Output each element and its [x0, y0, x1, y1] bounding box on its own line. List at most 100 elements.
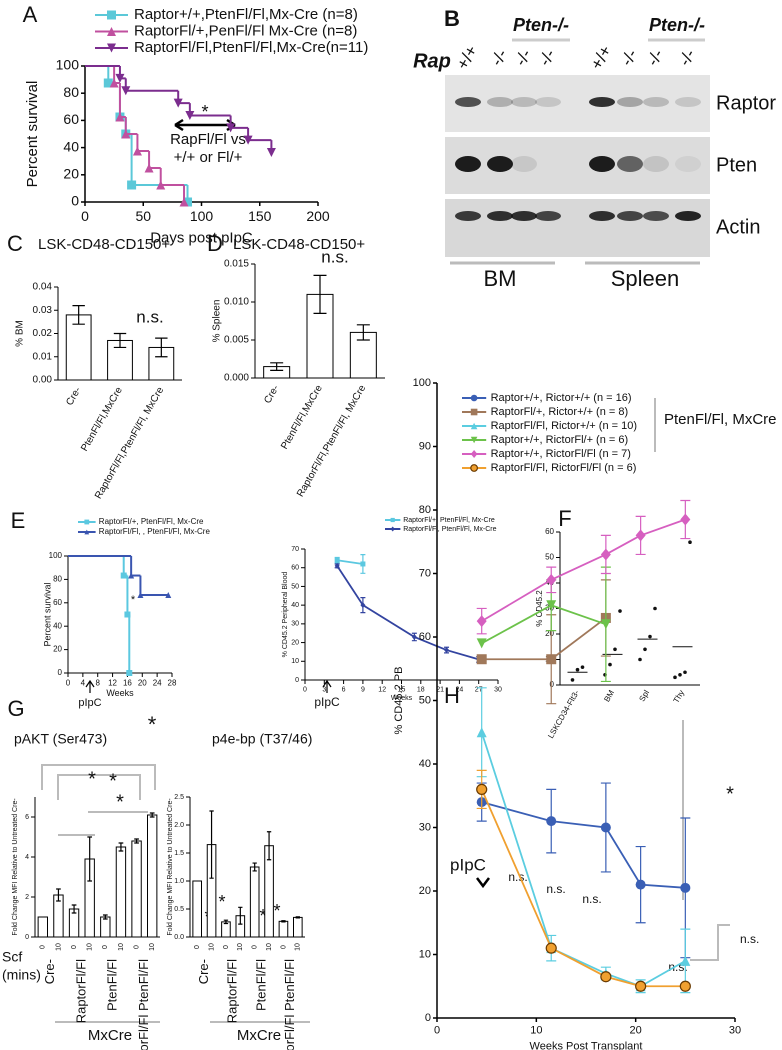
marker: [179, 197, 189, 207]
marker: [120, 572, 127, 579]
x-tick-label: 10: [149, 943, 156, 951]
bar: [131, 840, 142, 938]
y-tick-label: 0: [295, 677, 299, 684]
x-tick-label: 0: [194, 945, 201, 949]
y-axis-label: % CD45.2 PB: [393, 667, 405, 735]
x-tick-label: 16: [123, 679, 132, 688]
blot-band: [617, 156, 643, 172]
y-tick-label: 0.02: [33, 328, 53, 339]
error-bar: [238, 906, 243, 925]
error-bar: [102, 914, 108, 920]
group-label: RaptorFl/Fl: [73, 959, 88, 1023]
y-tick-label: 40: [63, 138, 79, 154]
x-tick-label: 0: [280, 945, 287, 949]
legend-label: RaptorFl/+, PtenFl/Fl, Mx-Cre: [403, 517, 495, 524]
annotation: n.s.: [740, 932, 759, 946]
x-tick-label: 18: [417, 686, 425, 693]
brackets: [41, 398, 730, 1023]
marker: [183, 197, 193, 207]
y-tick-label: 0.01: [33, 351, 53, 362]
arrow: [174, 118, 236, 132]
chart-title: LSK-CD48-CD150+: [233, 236, 365, 253]
chart-title: p4e-bp (T37/46): [212, 731, 312, 747]
x-tick-label: 0: [223, 945, 230, 949]
annotation: *: [201, 102, 208, 122]
y-tick-label: 20: [291, 639, 299, 646]
bar: [100, 916, 111, 938]
legend-label: RaptorFl/Fl, PtenFl/Fl, Mx-Cre: [403, 526, 496, 533]
marker: [165, 591, 172, 598]
y-tick-label: 80: [63, 84, 79, 100]
point: [673, 675, 677, 680]
blot-band: [511, 156, 537, 172]
bar: [37, 916, 48, 938]
y-tick-label: 0: [58, 668, 63, 677]
error-bar: [149, 812, 155, 818]
blot-band: [487, 97, 513, 107]
blot-band: [455, 211, 481, 221]
error-bar: [313, 274, 327, 314]
x-tick-label: 10: [118, 943, 125, 951]
y-tick-label: 40: [53, 621, 62, 630]
x-tick-label: RaptorFl/Fl,PtenFl/Fl, MxCre: [93, 385, 166, 501]
annotation: RapFl/Fl vs: [170, 131, 246, 148]
annotation: *: [116, 791, 124, 813]
annotation: n.s.: [582, 892, 601, 906]
y-tick-label: 50: [291, 583, 299, 590]
error-bar: [87, 836, 93, 882]
y-tick-label: 60: [53, 598, 62, 607]
error-bar: [252, 862, 257, 872]
blot-row: [445, 199, 710, 257]
x-tick-label: 10: [87, 943, 94, 951]
y-tick-label: 2.0: [174, 822, 184, 829]
x-tick-label: 0: [133, 945, 140, 949]
annotation: pIpC: [314, 695, 340, 709]
annotation: +/+ or Fl/+: [174, 149, 243, 166]
marker: [243, 135, 253, 145]
row-label: (mins): [2, 967, 41, 983]
y-axis-label: % BM: [15, 320, 26, 347]
y-tick-label: 0: [71, 193, 79, 209]
legend-label: Raptor+/+,PtenFl/Fl,Mx-Cre (n=8): [134, 6, 358, 23]
y-tick-label: 60: [291, 565, 299, 572]
y-tick-label: 40: [291, 602, 299, 609]
panel-label: A: [23, 2, 38, 27]
x-tick-label: 9: [361, 686, 365, 693]
annotation: *: [259, 906, 266, 926]
arrow: [85, 679, 95, 693]
bar: [147, 814, 158, 938]
legend-label: RaptorFl/Fl, RictorFl/Fl (n = 6): [491, 462, 637, 474]
point: [648, 634, 652, 639]
marker: [126, 670, 133, 676]
blot-band: [643, 97, 669, 107]
point: [688, 540, 692, 544]
blot-band: [535, 97, 561, 107]
blot-band: [589, 156, 615, 172]
blot-row: [445, 75, 710, 132]
x-tick-label: PtenFl/Fl,MxCre: [79, 385, 125, 453]
blot-row: [445, 137, 710, 194]
group-label: MxCre: [237, 1027, 281, 1044]
x-tick-label: 21: [436, 686, 444, 693]
legend-marker: [470, 436, 478, 444]
y-axis-label: % Spleen: [212, 300, 223, 343]
point: [613, 647, 617, 652]
group-label: RaptorFl/Fl PtenFl/Fl: [282, 959, 297, 1050]
arrow: [322, 679, 332, 693]
blot-band: [455, 156, 481, 172]
legend-label: Raptor+/+, RictorFl/Fl (n = 7): [491, 448, 631, 460]
y-tick-label: 10: [419, 948, 431, 960]
x-tick-label: 0: [434, 1025, 440, 1037]
pten-label: Pten-/-: [649, 15, 705, 35]
legend-marker: [470, 450, 478, 458]
x-tick-label: 150: [248, 208, 272, 224]
series-line: [481, 518, 686, 622]
annotation: *: [88, 768, 96, 790]
group-label: Cre-: [42, 959, 57, 984]
lane-label: +/+: [453, 42, 482, 73]
lane-label: -/-: [617, 46, 641, 69]
y-tick-label: 0.000: [224, 373, 249, 384]
blot-band: [675, 211, 701, 221]
point: [643, 647, 647, 652]
